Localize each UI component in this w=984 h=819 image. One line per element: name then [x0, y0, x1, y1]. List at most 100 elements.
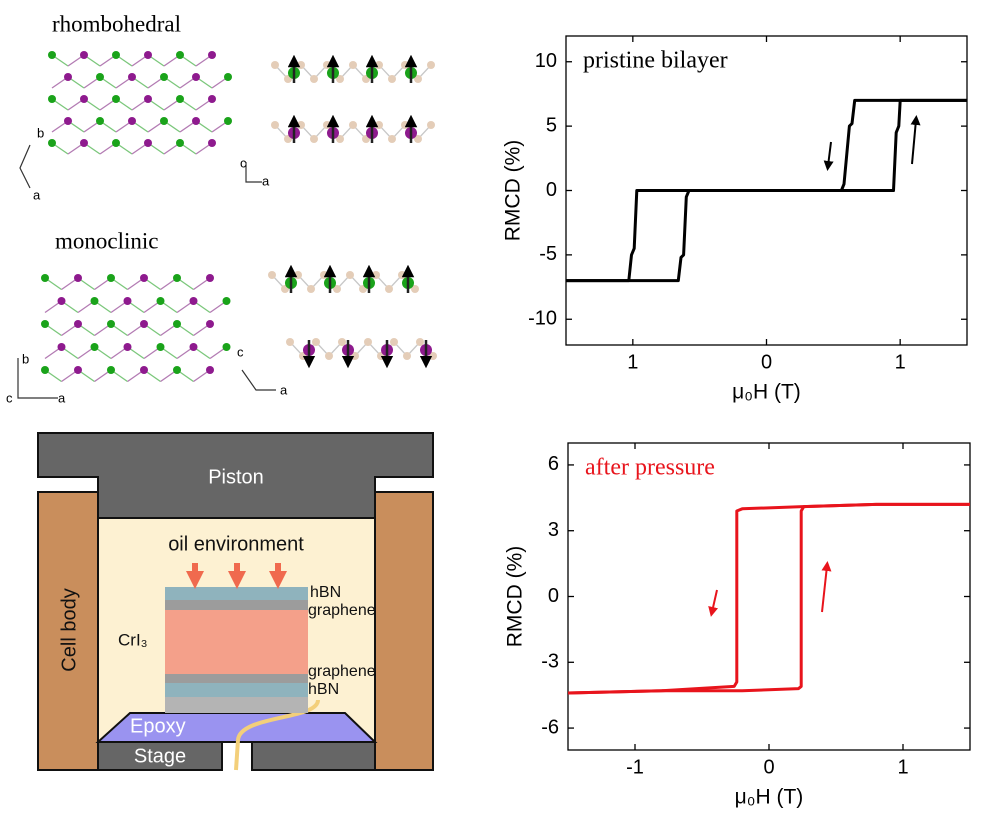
- atom: [286, 338, 294, 346]
- atom: [323, 61, 331, 69]
- atom: [144, 95, 152, 103]
- chart-title: pristine bilayer: [583, 48, 728, 74]
- y-tick-label: 0: [546, 179, 557, 201]
- atom: [390, 338, 398, 346]
- atom: [144, 139, 152, 147]
- atom: [192, 117, 200, 125]
- atom: [336, 75, 344, 83]
- pressure-arrows: [186, 563, 287, 589]
- layer-label: hBN: [310, 584, 341, 601]
- atom: [107, 366, 115, 374]
- atom: [140, 366, 148, 374]
- atom: [271, 61, 279, 69]
- x-tick-label: 1: [895, 351, 906, 373]
- x-axis-label: μ₀H (T): [732, 381, 801, 404]
- x-tick-label: 0: [761, 351, 772, 373]
- x-tick-label: 1: [897, 756, 908, 778]
- layer-label: graphene: [308, 602, 376, 619]
- stage-label: Stage: [134, 745, 186, 767]
- atom: [107, 274, 115, 282]
- substrate-layer: [165, 697, 308, 713]
- atom: [206, 366, 214, 374]
- atom: [320, 271, 328, 279]
- cri3-layer: [165, 610, 308, 674]
- axis-letter: a: [33, 187, 41, 202]
- atom: [307, 285, 315, 293]
- atom: [427, 61, 435, 69]
- atom: [310, 135, 318, 143]
- axis-letter: a: [262, 173, 270, 188]
- atom: [427, 121, 435, 129]
- atom: [112, 95, 120, 103]
- atom: [140, 274, 148, 282]
- y-tick-label: 5: [546, 114, 557, 136]
- atom: [140, 320, 148, 328]
- atom: [41, 274, 49, 282]
- atom: [349, 61, 357, 69]
- axis-letter: b: [37, 125, 44, 140]
- atom: [64, 73, 72, 81]
- atom: [208, 95, 216, 103]
- atom: [364, 338, 372, 346]
- atom: [112, 51, 120, 59]
- atom: [189, 343, 198, 351]
- layer-label: graphene: [308, 663, 376, 680]
- atom: [57, 343, 66, 351]
- y-axis-label: RMCD (%): [504, 546, 527, 647]
- atom: [416, 338, 424, 346]
- atom: [271, 121, 279, 129]
- atom: [48, 139, 56, 147]
- atom: [123, 343, 132, 351]
- atom: [297, 121, 305, 129]
- atom: [128, 73, 136, 81]
- atom: [189, 297, 198, 305]
- atom: [325, 352, 333, 360]
- axis-letter: a: [58, 390, 66, 405]
- atom: [338, 338, 346, 346]
- x-axis-label: μ₀H (T): [735, 786, 804, 809]
- structure-title: monoclinic: [55, 228, 158, 253]
- y-axis-label: RMCD (%): [502, 140, 525, 241]
- hysteresis-branch: [567, 502, 970, 695]
- atom: [57, 297, 66, 305]
- atom: [176, 95, 184, 103]
- atom: [222, 297, 231, 305]
- y-tick-label: -5: [539, 243, 557, 265]
- atom: [160, 73, 168, 81]
- axis-letter: c: [6, 390, 13, 405]
- atom: [123, 297, 132, 305]
- stage: [97, 741, 223, 771]
- atom: [173, 320, 181, 328]
- axis-letter: c: [240, 155, 247, 170]
- atom: [208, 51, 216, 59]
- atom: [375, 61, 383, 69]
- atom: [346, 271, 354, 279]
- structure-title: rhombohedral: [52, 11, 181, 36]
- atom: [128, 117, 136, 125]
- axis-letter: c: [237, 344, 244, 359]
- atom: [336, 135, 344, 143]
- atom: [41, 320, 49, 328]
- y-tick-label: 3: [548, 519, 559, 541]
- atom: [156, 297, 165, 305]
- atom: [80, 51, 88, 59]
- atom: [176, 51, 184, 59]
- atom: [333, 285, 341, 293]
- wire: [234, 699, 320, 771]
- atom: [96, 73, 104, 81]
- atom: [206, 274, 214, 282]
- y-tick-label: 6: [548, 453, 559, 475]
- graphene-layer: [165, 674, 308, 683]
- y-tick-label: -3: [541, 651, 559, 673]
- x-tick-label: -1: [626, 756, 644, 778]
- axis-letter: b: [22, 351, 29, 366]
- axis-letter: a: [280, 382, 288, 397]
- atom: [323, 121, 331, 129]
- atom: [80, 95, 88, 103]
- atom: [224, 117, 232, 125]
- axis-glyphs: [17, 144, 276, 399]
- hbn-layer: [165, 683, 308, 697]
- cell-body: [37, 491, 99, 771]
- body-label: Cell body: [58, 588, 80, 671]
